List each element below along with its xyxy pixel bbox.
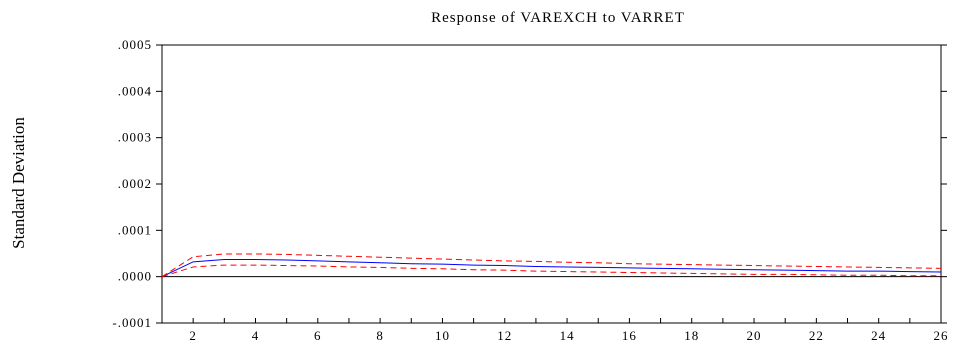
x-tick-label: 26 [934,328,949,343]
x-tick-label: 14 [560,328,575,343]
x-tick-label: 8 [376,328,384,343]
y-tick-label: .0004 [118,83,152,98]
series-line-lower-band [161,264,941,278]
x-tick-label: 10 [435,328,450,343]
series-line-response [161,259,942,278]
y-axis-label: Standard Deviation [9,117,28,249]
x-tick-label: 12 [497,328,512,343]
x-tick-label: 6 [314,328,322,343]
x-tick-label: 22 [809,328,824,343]
x-tick-label: 4 [252,328,260,343]
y-tick-label: .0001 [118,222,152,237]
y-tick-label: .0005 [118,37,152,52]
y-tick-label: .0003 [118,130,152,145]
x-tick-label: 24 [871,328,886,343]
x-tick-label: 18 [684,328,699,343]
y-tick-label: .0002 [118,176,152,191]
x-tick-label: 2 [189,328,197,343]
y-tick-label: .0000 [118,269,152,284]
x-tick-label: 20 [747,328,762,343]
plot-frame [161,44,942,324]
series-line-upper-band [161,253,942,278]
x-tick-label: 16 [622,328,637,343]
y-tick-label: -.0001 [112,315,152,330]
chart-title: Response of VAREXCH to VARRET [431,10,685,26]
